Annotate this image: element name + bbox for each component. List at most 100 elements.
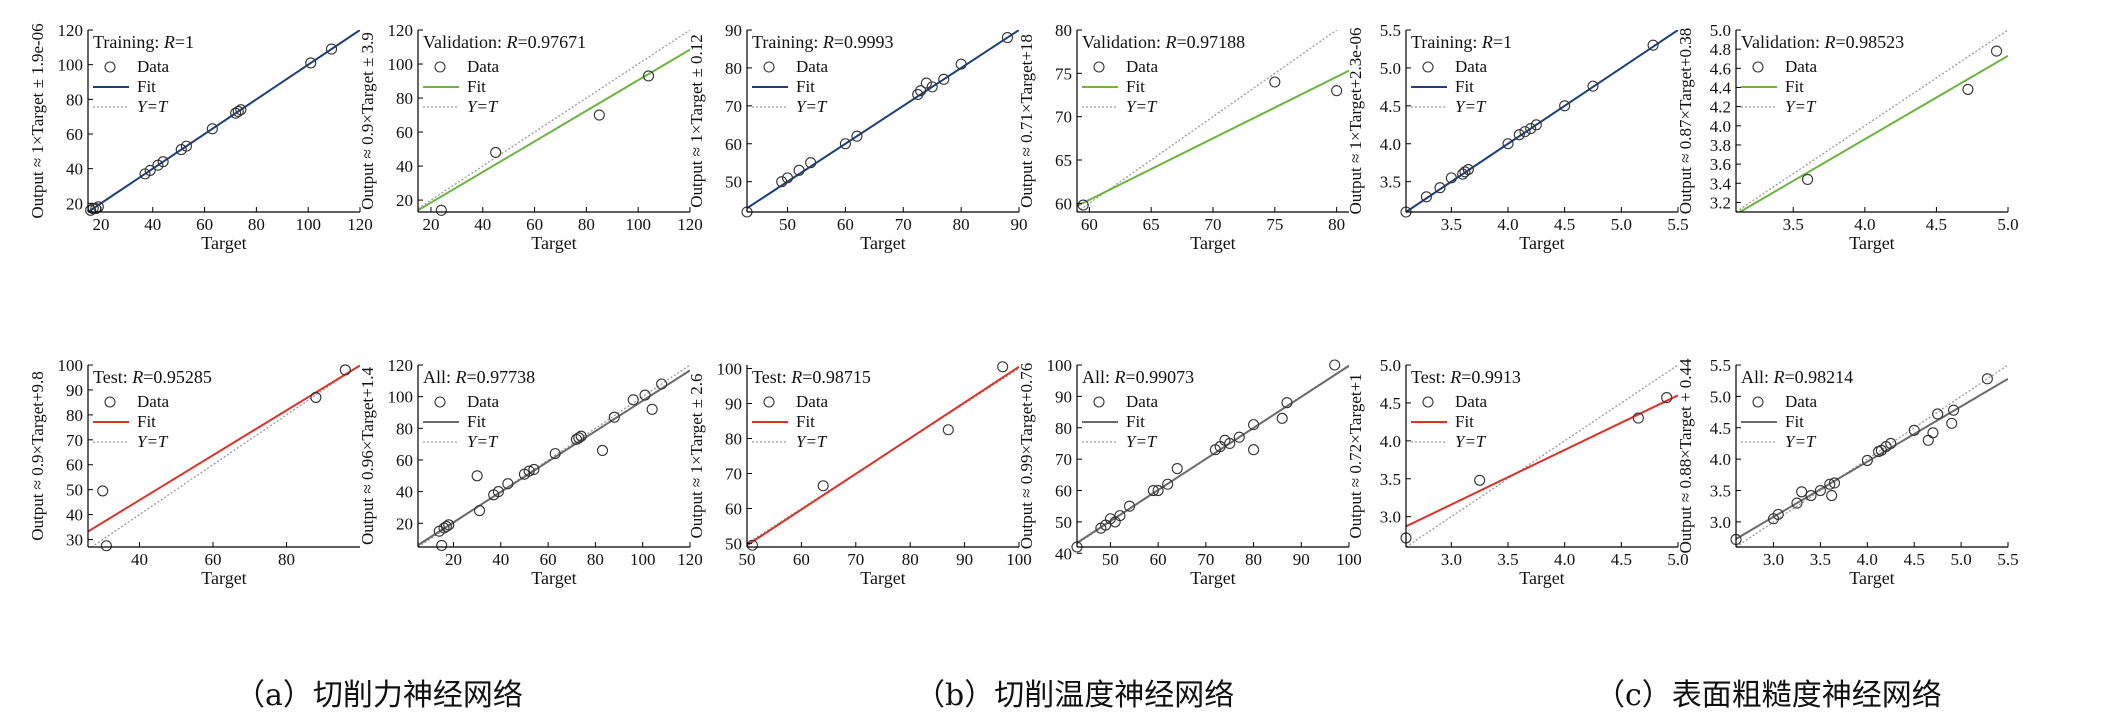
y-tick-label: 3.5: [1380, 173, 1401, 192]
chart-panel-11: 3.0 3.5 4.0 4.5 5.0 3.0 3.5 4.0 4.5 5.0 Target Outp…: [1346, 356, 1689, 588]
y-tick-label: 20: [66, 194, 83, 213]
chart-panel-6: 3.5 4.0 4.5 5.03.23.43.63.84.04.24.44.64.85…: [1676, 21, 2019, 253]
data-point-16: [573, 432, 585, 444]
legend-data-label: Data: [1785, 392, 1818, 411]
data-point-5: [1796, 486, 1808, 498]
x-tick-label: 4.5: [1926, 215, 1947, 234]
y-tick-label: 65: [1055, 151, 1072, 170]
y-tick-label: 4.0: [1710, 450, 1731, 469]
x-tick-label: 80: [902, 550, 919, 569]
legend-data-marker: [763, 61, 775, 73]
x-tick-label: 100: [625, 215, 651, 234]
x-tick-label: 5.0: [1667, 550, 1688, 569]
x-tick-label: 5.0: [1997, 215, 2018, 234]
data-point-14: [549, 448, 561, 460]
data-point-12: [1530, 119, 1542, 131]
legend-data-marker: [1422, 396, 1434, 408]
data-point-13: [528, 463, 540, 476]
x-tick-label: 60: [526, 215, 543, 234]
x-tick-label: 4.0: [1857, 550, 1878, 569]
y-tick-label: 4.0: [1380, 432, 1401, 451]
data-point-14: [1001, 32, 1013, 44]
chart-panel-2: 20 40 60 80 100 120 20 40 60 80 100 120 Target Output…: [358, 21, 703, 253]
x-tick-label: 70: [1197, 550, 1214, 569]
x-axis-label: Target: [1519, 568, 1564, 588]
legend-data-label: Data: [137, 57, 170, 76]
y-tick-label: 75: [1055, 64, 1072, 83]
x-tick-label: 60: [793, 550, 810, 569]
y-tick-label: 4.0: [1710, 117, 1731, 136]
y-tick-label: 4.0: [1380, 135, 1401, 154]
x-tick-label: 40: [131, 550, 148, 569]
y-axis-label: Output ≈ 1×Target ± 0.12: [687, 34, 706, 208]
y-tick-label: 60: [66, 125, 83, 144]
panel-title: Test: R=0.9913: [1411, 367, 1521, 387]
data-point-21: [639, 389, 651, 401]
x-axis-label: Target: [1849, 568, 1894, 588]
data-point-2: [817, 480, 829, 492]
x-axis-label: Target: [1519, 233, 1564, 253]
x-tick-label: 60: [1081, 215, 1098, 234]
legend-data-marker: [434, 396, 446, 408]
x-tick-label: 50: [779, 215, 796, 234]
x-axis-label: Target: [531, 233, 576, 253]
data-point-9: [492, 486, 504, 498]
x-axis-label: Target: [1190, 568, 1235, 588]
data-point-4: [997, 361, 1009, 373]
y-tick-label: 100: [717, 360, 743, 379]
y-axis-label: Output ≈ 0.99×Target+0.76: [1017, 363, 1036, 550]
data-point-6: [471, 470, 483, 482]
data-point-2: [1962, 83, 1974, 95]
x-tick-label: 100: [1336, 550, 1362, 569]
y-tick-label: 5.5: [1710, 356, 1731, 375]
data-point-1: [97, 485, 109, 497]
y-tick-label: 100: [1047, 356, 1073, 375]
data-point-3: [1632, 412, 1644, 424]
x-tick-label: 50: [739, 550, 756, 569]
legend-fit-label: Fit: [796, 412, 815, 431]
data-point-4: [443, 519, 455, 531]
legend-data-marker: [1093, 61, 1105, 73]
legend-yt-label: Y=T: [796, 432, 828, 451]
data-point-15: [1647, 39, 1659, 51]
legend-fit-label: Fit: [1126, 412, 1145, 431]
y-tick-label: 70: [725, 97, 742, 116]
data-point-3: [440, 520, 452, 532]
data-point-11: [1861, 454, 1873, 466]
panel-title: Test: R=0.95285: [93, 367, 212, 387]
legend-data-marker: [1752, 61, 1764, 73]
x-tick-label: 100: [1006, 550, 1032, 569]
data-point-4: [643, 70, 655, 82]
legend-data-marker: [1093, 396, 1105, 408]
data-point-18: [1927, 427, 1939, 439]
data-point-8: [912, 88, 924, 101]
panel-title: All: R=0.97738: [423, 367, 535, 387]
y-tick-label: 100: [58, 356, 84, 375]
y-axis-label: Output ≈ 0.71×Target+18: [1017, 34, 1036, 208]
y-equals-t-line: [1077, 30, 1338, 212]
data-point-21: [1329, 359, 1341, 371]
chart-panel-1: 20 40 60 80 100 120 20 40 60 80 100 120 Target Output…: [28, 21, 373, 253]
y-tick-label: 40: [1055, 544, 1072, 563]
y-axis-label: Output ≈ 1×Target ± 1.9e-06: [28, 23, 47, 218]
data-point-14: [1587, 80, 1599, 92]
y-tick-label: 4.2: [1710, 98, 1731, 117]
data-point-11: [1171, 463, 1183, 475]
legend-yt-label: Y=T: [1785, 97, 1817, 116]
y-tick-label: 3.0: [1380, 508, 1401, 527]
y-equals-t-line: [418, 30, 690, 210]
legend-data-label: Data: [137, 392, 170, 411]
y-tick-label: 3.4: [1710, 174, 1732, 193]
legend-data-label: Data: [1785, 57, 1818, 76]
y-axis-label: Output ≈ 0.9×Target+9.8: [28, 371, 47, 541]
data-point-10: [1162, 478, 1174, 490]
data-point-16: [1908, 424, 1920, 436]
x-tick-label: 50: [1102, 550, 1119, 569]
data-point-6: [1459, 166, 1471, 178]
y-tick-label: 30: [66, 531, 83, 550]
data-point-16: [325, 43, 338, 55]
x-tick-label: 4.0: [1497, 215, 1518, 234]
data-point-7: [473, 505, 486, 517]
chart-panel-10: 50 60 70 80 90 100 40 50 60 70 80 90 100 Target Output…: [1017, 356, 1362, 588]
y-tick-label: 3.6: [1710, 155, 1731, 174]
